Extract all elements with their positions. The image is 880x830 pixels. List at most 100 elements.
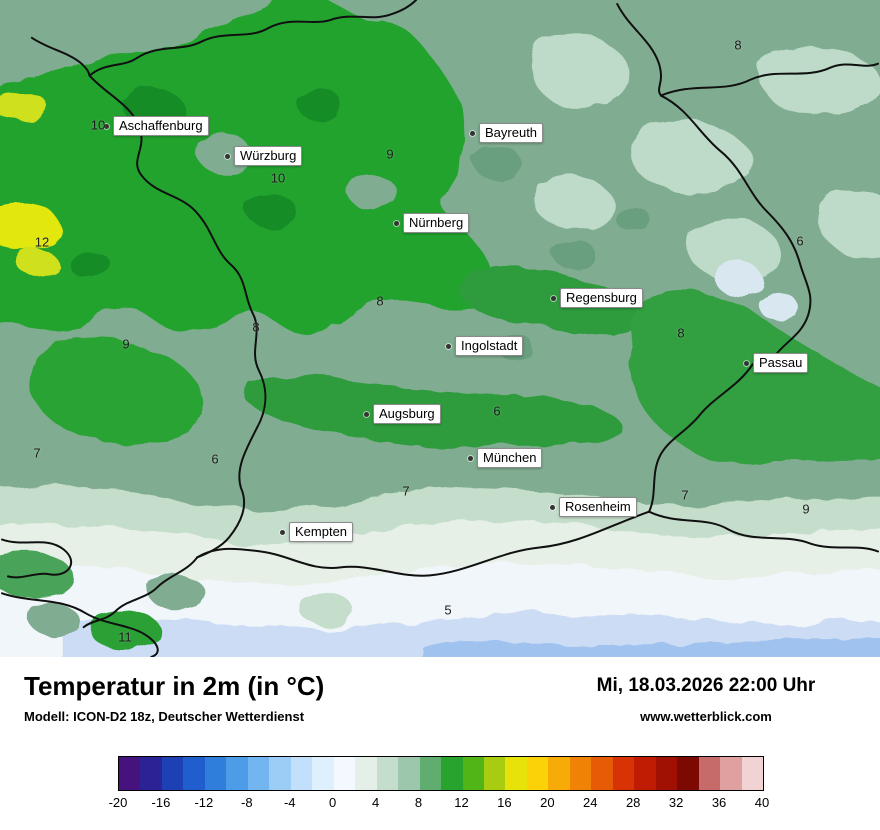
legend-tick: -4 [283,795,296,810]
legend-tick: 12 [454,795,469,810]
legend-cell [247,757,270,790]
legend-cell [441,757,463,790]
city-marker-ingolstadt: Ingolstadt [446,336,524,356]
legend-cell [226,757,248,790]
legend-tick: 32 [668,795,684,810]
city-dot [280,529,285,535]
temp-value: 7 [33,445,41,461]
legend-cell [140,757,162,790]
city-dot [364,411,369,417]
temp-value: 9 [386,146,394,162]
city-dot [225,153,230,159]
city-label: Nürnberg [403,213,470,233]
city-label: Aschaffenburg [113,116,209,136]
legend-cell [526,757,549,790]
legend-cell [612,757,635,790]
city-label: Passau [753,353,809,373]
city-dot [104,123,109,129]
temp-value: 9 [802,501,810,517]
legend-tick: 28 [625,795,641,810]
city-marker-regensburg: Regensburg [551,288,643,308]
city-dot [468,455,473,461]
legend-ticks: -20 -16 -12 -8 -4 0 4 8 12 16 20 24 28 32 36 40 [109,795,770,811]
legend-tick: 16 [497,795,512,810]
temp-value: 6 [211,451,219,467]
city-marker-kempten: Kempten [280,522,354,542]
city-label: München [477,448,543,468]
temp-value: 9 [122,336,130,352]
city-dot [551,295,556,301]
city-marker-rosenheim: Rosenheim [550,497,637,517]
legend-tick: -8 [241,795,253,810]
footer-right-column: Mi, 18.03.2026 22:00 Uhr www.wetterblick… [556,675,856,724]
city-marker-wrzburg: Würzburg [225,146,303,166]
page-title: Temperatur in 2m (in °C) [24,671,325,701]
legend-cell [462,757,484,790]
legend-tick: 24 [583,795,598,810]
city-label: Kempten [289,522,354,542]
temp-value: 8 [734,37,742,53]
legend-cell [677,757,699,790]
temp-value: 7 [681,487,689,503]
legend-tick: 40 [754,795,770,810]
legend-cell [398,757,420,790]
city-marker-bayreuth: Bayreuth [470,123,544,143]
legend-cell [720,757,742,790]
legend-cell [419,757,442,790]
city-marker-mnchen: München [468,448,543,468]
temp-value: 8 [677,325,685,341]
legend-tick: -20 [108,795,128,810]
website-url: www.wetterblick.com [640,709,772,724]
legend-tick: -16 [151,795,171,810]
legend-cell [204,757,227,790]
city-marker-passau: Passau [744,353,809,373]
temperature-map-svg [0,0,880,657]
city-label: Rosenheim [559,497,637,517]
model-info: Modell: ICON-D2 18z, Deutscher Wetterdie… [24,709,305,724]
city-dot [744,360,749,366]
city-dot [394,220,399,226]
legend-cell [569,757,592,790]
legend-tick: 36 [711,795,727,810]
legend-tick: 4 [371,795,380,810]
temp-value: 6 [493,403,501,419]
temp-value: 12 [34,234,50,250]
legend-cell [290,757,313,790]
legend-cell [741,757,764,790]
legend-cell [183,757,205,790]
map-borders [1,0,879,657]
legend-cell [269,757,291,790]
legend-tick: 0 [329,795,337,810]
city-label: Bayreuth [479,123,544,143]
temp-value: 8 [376,293,384,309]
temperature-map: Aschaffenburg Würzburg Bayreuth Nürnberg Reg… [0,0,880,657]
legend-cell [655,757,678,790]
legend-cell [548,757,570,790]
legend-cell [591,757,613,790]
temp-value: 6 [796,233,804,249]
legend-cell [634,757,656,790]
temp-value: 10 [270,170,286,186]
map-overlay: Aschaffenburg Würzburg Bayreuth Nürnberg Reg… [33,37,810,645]
city-label: Regensburg [560,288,643,308]
city-dot [550,504,555,510]
temp-value: 5 [444,602,452,618]
footer: Temperatur in 2m (in °C) Modell: ICON-D2… [0,657,880,830]
city-dot [446,343,451,349]
city-marker-nrnberg: Nürnberg [394,213,470,233]
legend-cell [376,757,399,790]
legend-cell [505,757,527,790]
legend-cell [119,757,141,790]
temp-value: 8 [252,319,260,335]
forecast-datetime: Mi, 18.03.2026 22:00 Uhr [596,675,816,696]
temp-value: 7 [402,483,410,499]
legend-cell [355,757,377,790]
city-label: Ingolstadt [455,336,524,356]
map-color-field [0,0,880,657]
legend-cell [312,757,334,790]
legend-tick: -12 [194,795,214,810]
temp-value: 10 [90,117,106,133]
city-dot [470,130,475,136]
temp-value: 11 [118,629,132,645]
city-marker-augsburg: Augsburg [364,404,441,424]
